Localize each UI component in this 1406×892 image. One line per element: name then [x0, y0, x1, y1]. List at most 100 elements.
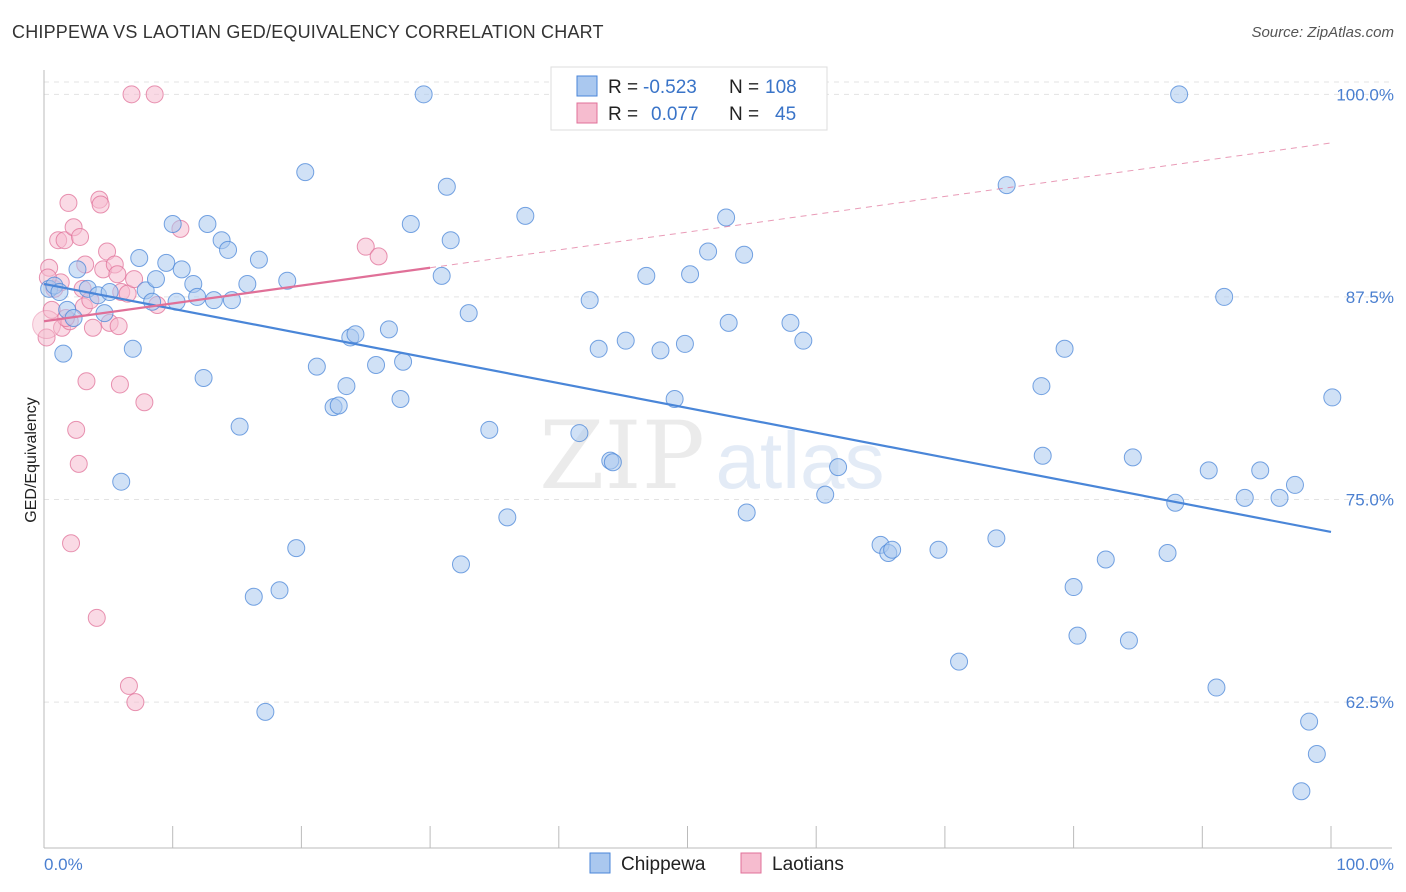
chippewa-point-57 [516, 206, 535, 225]
chippewa-point-44 [367, 355, 386, 374]
chippewa-point-95 [1170, 85, 1189, 104]
chippewa-point-66 [665, 390, 684, 409]
chippewa-point-38 [307, 357, 326, 376]
laotians-point-21 [91, 195, 110, 214]
laotians-point-39 [356, 237, 375, 256]
chippewa-point-70 [717, 208, 736, 227]
chippewa-point-29 [230, 417, 249, 436]
bottom-legend-label-laotians: Laotians [772, 854, 844, 875]
chippewa-point-20 [172, 260, 191, 279]
chippewa-point-89 [1068, 626, 1087, 645]
chippewa-point-68 [681, 265, 700, 284]
y-tick-label-0: 62.5% [1346, 693, 1394, 712]
chippewa-point-37 [296, 163, 315, 182]
laotians-point-19 [87, 608, 106, 627]
legend-r-value-2: 0.077 [651, 104, 699, 125]
bottom-legend-swatch-laotians [740, 852, 762, 874]
chippewa-point-85 [1032, 377, 1051, 396]
chippewa-point-25 [204, 291, 223, 310]
chippewa-point-100 [1251, 461, 1270, 480]
chippewa-point-106 [1323, 388, 1342, 407]
bottom-legend: Chippewa Laotians [589, 852, 844, 875]
chippewa-point-36 [287, 539, 306, 558]
legend-swatch-laotians [576, 102, 598, 124]
chippewa-point-67 [675, 334, 694, 353]
laotians-point-17 [77, 372, 96, 391]
chippewa-point-18 [163, 214, 182, 233]
chippewa-point-75 [794, 331, 813, 350]
chippewa-point-71 [719, 313, 738, 332]
chippewa-point-59 [580, 291, 599, 310]
chippewa-point-74 [781, 313, 800, 332]
chippewa-point-11 [112, 472, 131, 491]
laotians-cluster-point [32, 309, 62, 339]
chippewa-point-49 [414, 85, 433, 104]
chippewa-point-99 [1235, 488, 1254, 507]
legend-r-label-2: R = [608, 104, 638, 125]
laotians-point-40 [369, 247, 388, 266]
laotians-point-28 [110, 375, 129, 394]
chippewa-point-81 [929, 540, 948, 559]
chippewa-point-82 [950, 652, 969, 671]
chippewa-point-97 [1207, 678, 1226, 697]
chippewa-point-103 [1292, 782, 1311, 801]
tick-labels: 62.5% 75.0% 87.5% 100.0% 0.0% 100.0% [44, 85, 1394, 874]
chippewa-point-98 [1215, 287, 1234, 306]
y-tick-label-2: 87.5% [1346, 288, 1394, 307]
laotians-trend-extension [430, 142, 1332, 269]
chippewa-point-35 [278, 271, 297, 290]
chippewa-point-87 [1055, 339, 1074, 358]
chippewa-point-55 [480, 420, 499, 439]
chippewa-point-30 [238, 274, 257, 293]
chippewa-point-84 [997, 176, 1016, 195]
chippewa-point-77 [829, 458, 848, 477]
chippewa-point-53 [451, 555, 470, 574]
laotians-point-36 [145, 85, 164, 104]
chippewa-point-102 [1285, 475, 1304, 494]
legend-n-label-2: N = [729, 104, 759, 125]
chart-title: CHIPPEWA VS LAOTIAN GED/EQUIVALENCY CORR… [12, 22, 604, 42]
y-axis-label: GED/Equivalency [23, 397, 40, 522]
chippewa-point-91 [1119, 631, 1138, 650]
chippewa-point-93 [1158, 544, 1177, 563]
bottom-legend-swatch-chippewa [589, 852, 611, 874]
watermark-zip: ZIP [539, 402, 705, 511]
chippewa-point-60 [589, 339, 608, 358]
chippewa-point-64 [637, 266, 656, 285]
y-tick-label-3: 100.0% [1336, 85, 1394, 104]
grid-lines [44, 81, 1392, 703]
laotians-point-33 [125, 270, 144, 289]
chippewa-point-52 [441, 231, 460, 250]
chippewa-trend-line [43, 282, 1332, 534]
x-tick-label-1: 100.0% [1336, 855, 1394, 874]
chippewa-point-62 [603, 453, 622, 472]
chippewa-point-92 [1123, 448, 1142, 467]
chippewa-point-76 [816, 485, 835, 504]
chippewa-point-83 [987, 529, 1006, 548]
chippewa-point-90 [1096, 550, 1115, 569]
legend-n-label-1: N = [729, 77, 759, 98]
laotians-point-12 [69, 454, 88, 473]
x-tick-label-0: 0.0% [44, 855, 83, 874]
laotians-point-0 [37, 328, 56, 347]
legend-r-label-1: R = [608, 77, 638, 98]
legend-n-value-2: 45 [775, 104, 796, 125]
chippewa-point-88 [1064, 578, 1083, 597]
chippewa-point-16 [146, 270, 165, 289]
watermark-atlas: atlas [716, 416, 885, 505]
chippewa-point-43 [346, 325, 365, 344]
laotians-point-18 [83, 318, 102, 337]
legend-r-value-1: -0.523 [643, 77, 697, 98]
chippewa-point-13 [130, 249, 149, 268]
chippewa-point-54 [459, 304, 478, 323]
chippewa-point-69 [699, 242, 718, 261]
chippewa-point-86 [1033, 446, 1052, 465]
chippewa-point-105 [1307, 744, 1326, 763]
chippewa-point-24 [198, 214, 217, 233]
chippewa-point-56 [498, 508, 517, 527]
laotians-point-32 [122, 85, 141, 104]
laotians-point-11 [67, 420, 86, 439]
chippewa-point-40 [329, 396, 348, 415]
chippewa-point-96 [1199, 461, 1218, 480]
